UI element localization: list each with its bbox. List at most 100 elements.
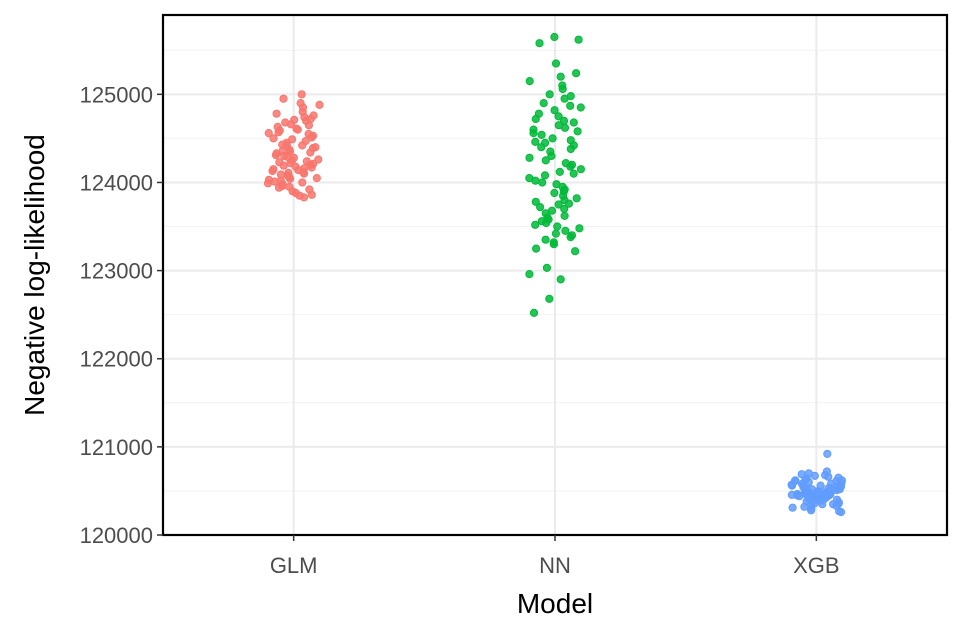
y-axis-ticks: 120000 121000 122000 123000 124000 125000	[80, 82, 163, 548]
data-point-nn	[547, 151, 556, 161]
data-point-nn	[560, 123, 570, 132]
data-point-glm	[279, 161, 288, 170]
data-point-glm	[307, 190, 316, 199]
x-tick-label: GLM	[270, 553, 318, 578]
data-point-glm	[274, 128, 283, 137]
data-point-glm	[297, 90, 306, 99]
data-point-nn	[531, 114, 540, 124]
data-point-nn	[569, 169, 578, 178]
data-point-xgb	[820, 494, 829, 503]
data-point-xgb	[807, 506, 816, 515]
data-point-nn	[576, 103, 585, 112]
y-tick-label: 124000	[80, 170, 153, 195]
data-point-xgb	[788, 503, 797, 512]
data-point-xgb	[787, 480, 796, 489]
x-axis-title: Model	[517, 588, 593, 619]
data-point-nn	[564, 199, 574, 208]
data-point-glm	[306, 148, 315, 157]
data-point-glm	[279, 94, 288, 103]
data-point-glm	[271, 151, 280, 160]
data-point-glm	[263, 179, 273, 188]
data-point-nn	[538, 178, 547, 187]
data-point-nn	[556, 275, 565, 284]
data-point-nn	[525, 77, 534, 86]
data-point-glm	[307, 163, 316, 172]
data-point-nn	[532, 244, 541, 253]
data-point-glm	[272, 109, 281, 118]
data-point-xgb	[795, 492, 804, 501]
data-point-xgb	[810, 471, 819, 480]
data-point-nn	[535, 39, 544, 48]
data-point-nn	[525, 270, 534, 279]
data-point-nn	[531, 220, 540, 229]
data-point-xgb	[837, 476, 847, 485]
data-point-glm	[299, 193, 309, 202]
data-point-glm	[298, 178, 307, 187]
data-point-nn	[540, 171, 550, 180]
y-tick-label: 122000	[80, 347, 153, 372]
data-point-nn	[554, 200, 563, 209]
data-point-glm	[292, 124, 301, 133]
data-point-nn	[531, 137, 540, 146]
data-point-nn	[537, 130, 546, 139]
data-point-nn	[566, 162, 575, 171]
data-point-nn	[541, 156, 550, 165]
data-point-nn	[572, 194, 581, 203]
data-point-nn	[536, 203, 545, 212]
y-tick-label: 123000	[80, 259, 153, 284]
data-point-nn	[531, 176, 540, 185]
data-points	[263, 32, 847, 517]
data-point-glm	[315, 100, 324, 110]
data-point-glm	[298, 141, 307, 150]
data-point-xgb	[823, 449, 832, 458]
data-point-nn	[542, 263, 552, 272]
data-point-nn	[573, 127, 582, 136]
data-point-xgb	[800, 502, 809, 511]
x-tick-label: NN	[539, 553, 571, 578]
data-point-nn	[541, 235, 550, 244]
data-point-nn	[549, 240, 559, 249]
data-point-nn	[574, 35, 583, 44]
data-point-nn	[545, 90, 554, 99]
data-point-nn	[556, 72, 565, 81]
data-point-nn	[575, 224, 584, 233]
data-point-glm	[286, 174, 295, 183]
data-point-xgb	[801, 475, 810, 484]
data-point-xgb	[824, 472, 833, 481]
data-point-glm	[304, 121, 313, 130]
data-point-nn	[551, 229, 561, 238]
data-point-glm	[299, 169, 309, 178]
data-point-nn	[542, 218, 551, 228]
data-point-glm	[274, 183, 284, 192]
data-point-nn	[550, 32, 559, 42]
data-point-nn	[560, 211, 569, 220]
data-point-xgb	[829, 500, 838, 509]
data-point-nn	[558, 84, 567, 94]
data-point-nn	[529, 308, 539, 317]
y-tick-label: 125000	[80, 82, 153, 107]
data-point-nn	[566, 101, 575, 110]
data-point-glm	[269, 134, 278, 143]
data-point-glm	[312, 174, 321, 183]
data-point-nn	[561, 226, 570, 235]
data-point-nn	[548, 134, 557, 143]
data-point-nn	[571, 247, 580, 256]
data-point-nn	[537, 143, 546, 152]
data-point-nn	[539, 99, 548, 108]
data-point-nn	[545, 294, 554, 303]
data-point-nn	[551, 59, 561, 68]
data-point-glm	[307, 133, 316, 142]
y-axis-title: Negative log-likelihood	[19, 134, 50, 416]
data-point-nn	[529, 129, 538, 138]
data-point-nn	[555, 167, 564, 176]
x-axis-ticks: GLM NN XGB	[270, 535, 840, 578]
data-point-glm	[264, 129, 273, 138]
data-point-glm	[278, 146, 287, 155]
data-point-xgb	[813, 488, 822, 497]
data-point-nn	[576, 165, 586, 174]
data-point-nn	[572, 69, 581, 78]
data-point-glm	[314, 155, 323, 164]
data-point-nn	[531, 197, 540, 206]
data-point-glm	[268, 166, 277, 176]
